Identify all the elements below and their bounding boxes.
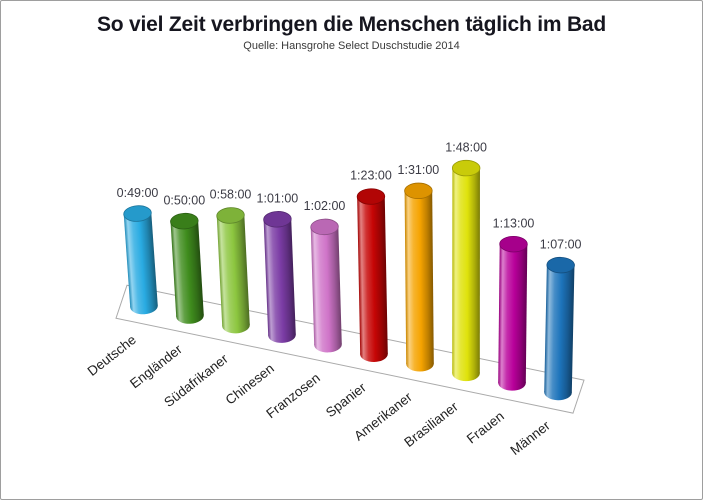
bar-value-label: 1:31:00 <box>398 163 440 177</box>
bar-category-label: Frauen <box>464 408 507 446</box>
bar-top-cap <box>170 212 199 230</box>
bar-body <box>263 218 296 336</box>
chart-header: So viel Zeit verbringen die Menschen täg… <box>1 13 702 52</box>
bar-body <box>452 168 480 374</box>
bar-cylinder <box>170 212 204 324</box>
bar-cylinder <box>123 205 158 315</box>
bar-value-label: 0:58:00 <box>210 188 252 202</box>
bar-category-label: Franzosen <box>263 370 323 421</box>
bar-body <box>170 220 204 317</box>
bar-category-label: Männer <box>508 418 554 458</box>
bar-value-label: 1:01:00 <box>257 191 299 205</box>
bar-value-label: 1:07:00 <box>540 237 582 251</box>
bar-top-cap <box>216 207 245 224</box>
bar-cylinder <box>404 182 434 372</box>
bar-top-cap <box>263 211 292 228</box>
bar-body <box>123 212 158 308</box>
bar-value-label: 1:13:00 <box>493 216 535 230</box>
bar-top-cap <box>451 159 481 177</box>
bar-top-cap <box>123 205 152 222</box>
bar-value-label: 1:23:00 <box>350 169 392 183</box>
bar-body <box>310 226 342 346</box>
bar-top-cap <box>404 182 433 200</box>
bar-top-cap <box>356 188 386 205</box>
bar-value-label: 0:50:00 <box>163 193 205 207</box>
bar-category-label: Spanier <box>323 379 369 420</box>
bar-value-label: 0:49:00 <box>117 186 159 200</box>
bar-top-cap <box>546 256 575 274</box>
chart-source: Quelle: Hansgrohe Select Duschstudie 201… <box>243 40 460 53</box>
bar-category-label: Chinesen <box>223 361 277 408</box>
bar-cylinder <box>216 207 250 334</box>
bar-top-cap <box>310 218 339 236</box>
bar-cylinder <box>498 235 528 391</box>
bar-cylinder <box>451 159 481 382</box>
bar-body <box>498 244 528 384</box>
bar-top-cap <box>499 235 528 253</box>
bar-body <box>544 264 575 393</box>
bar-body <box>357 196 388 355</box>
bar-category-label: Engländer <box>127 341 185 391</box>
bar-body <box>404 190 434 364</box>
chart-title: So viel Zeit verbringen die Menschen täg… <box>96 13 607 36</box>
bar-cylinder <box>263 211 296 343</box>
bar-cylinder <box>310 218 342 353</box>
bar-value-label: 1:02:00 <box>304 199 346 213</box>
bar-category-label: Brasilianer <box>401 399 461 450</box>
bar-body <box>216 214 250 327</box>
bar-value-label: 1:48:00 <box>445 140 487 154</box>
bar-cylinder <box>356 188 388 362</box>
bar-cylinder <box>544 256 575 401</box>
bar-category-label: Deutsche <box>85 332 139 379</box>
